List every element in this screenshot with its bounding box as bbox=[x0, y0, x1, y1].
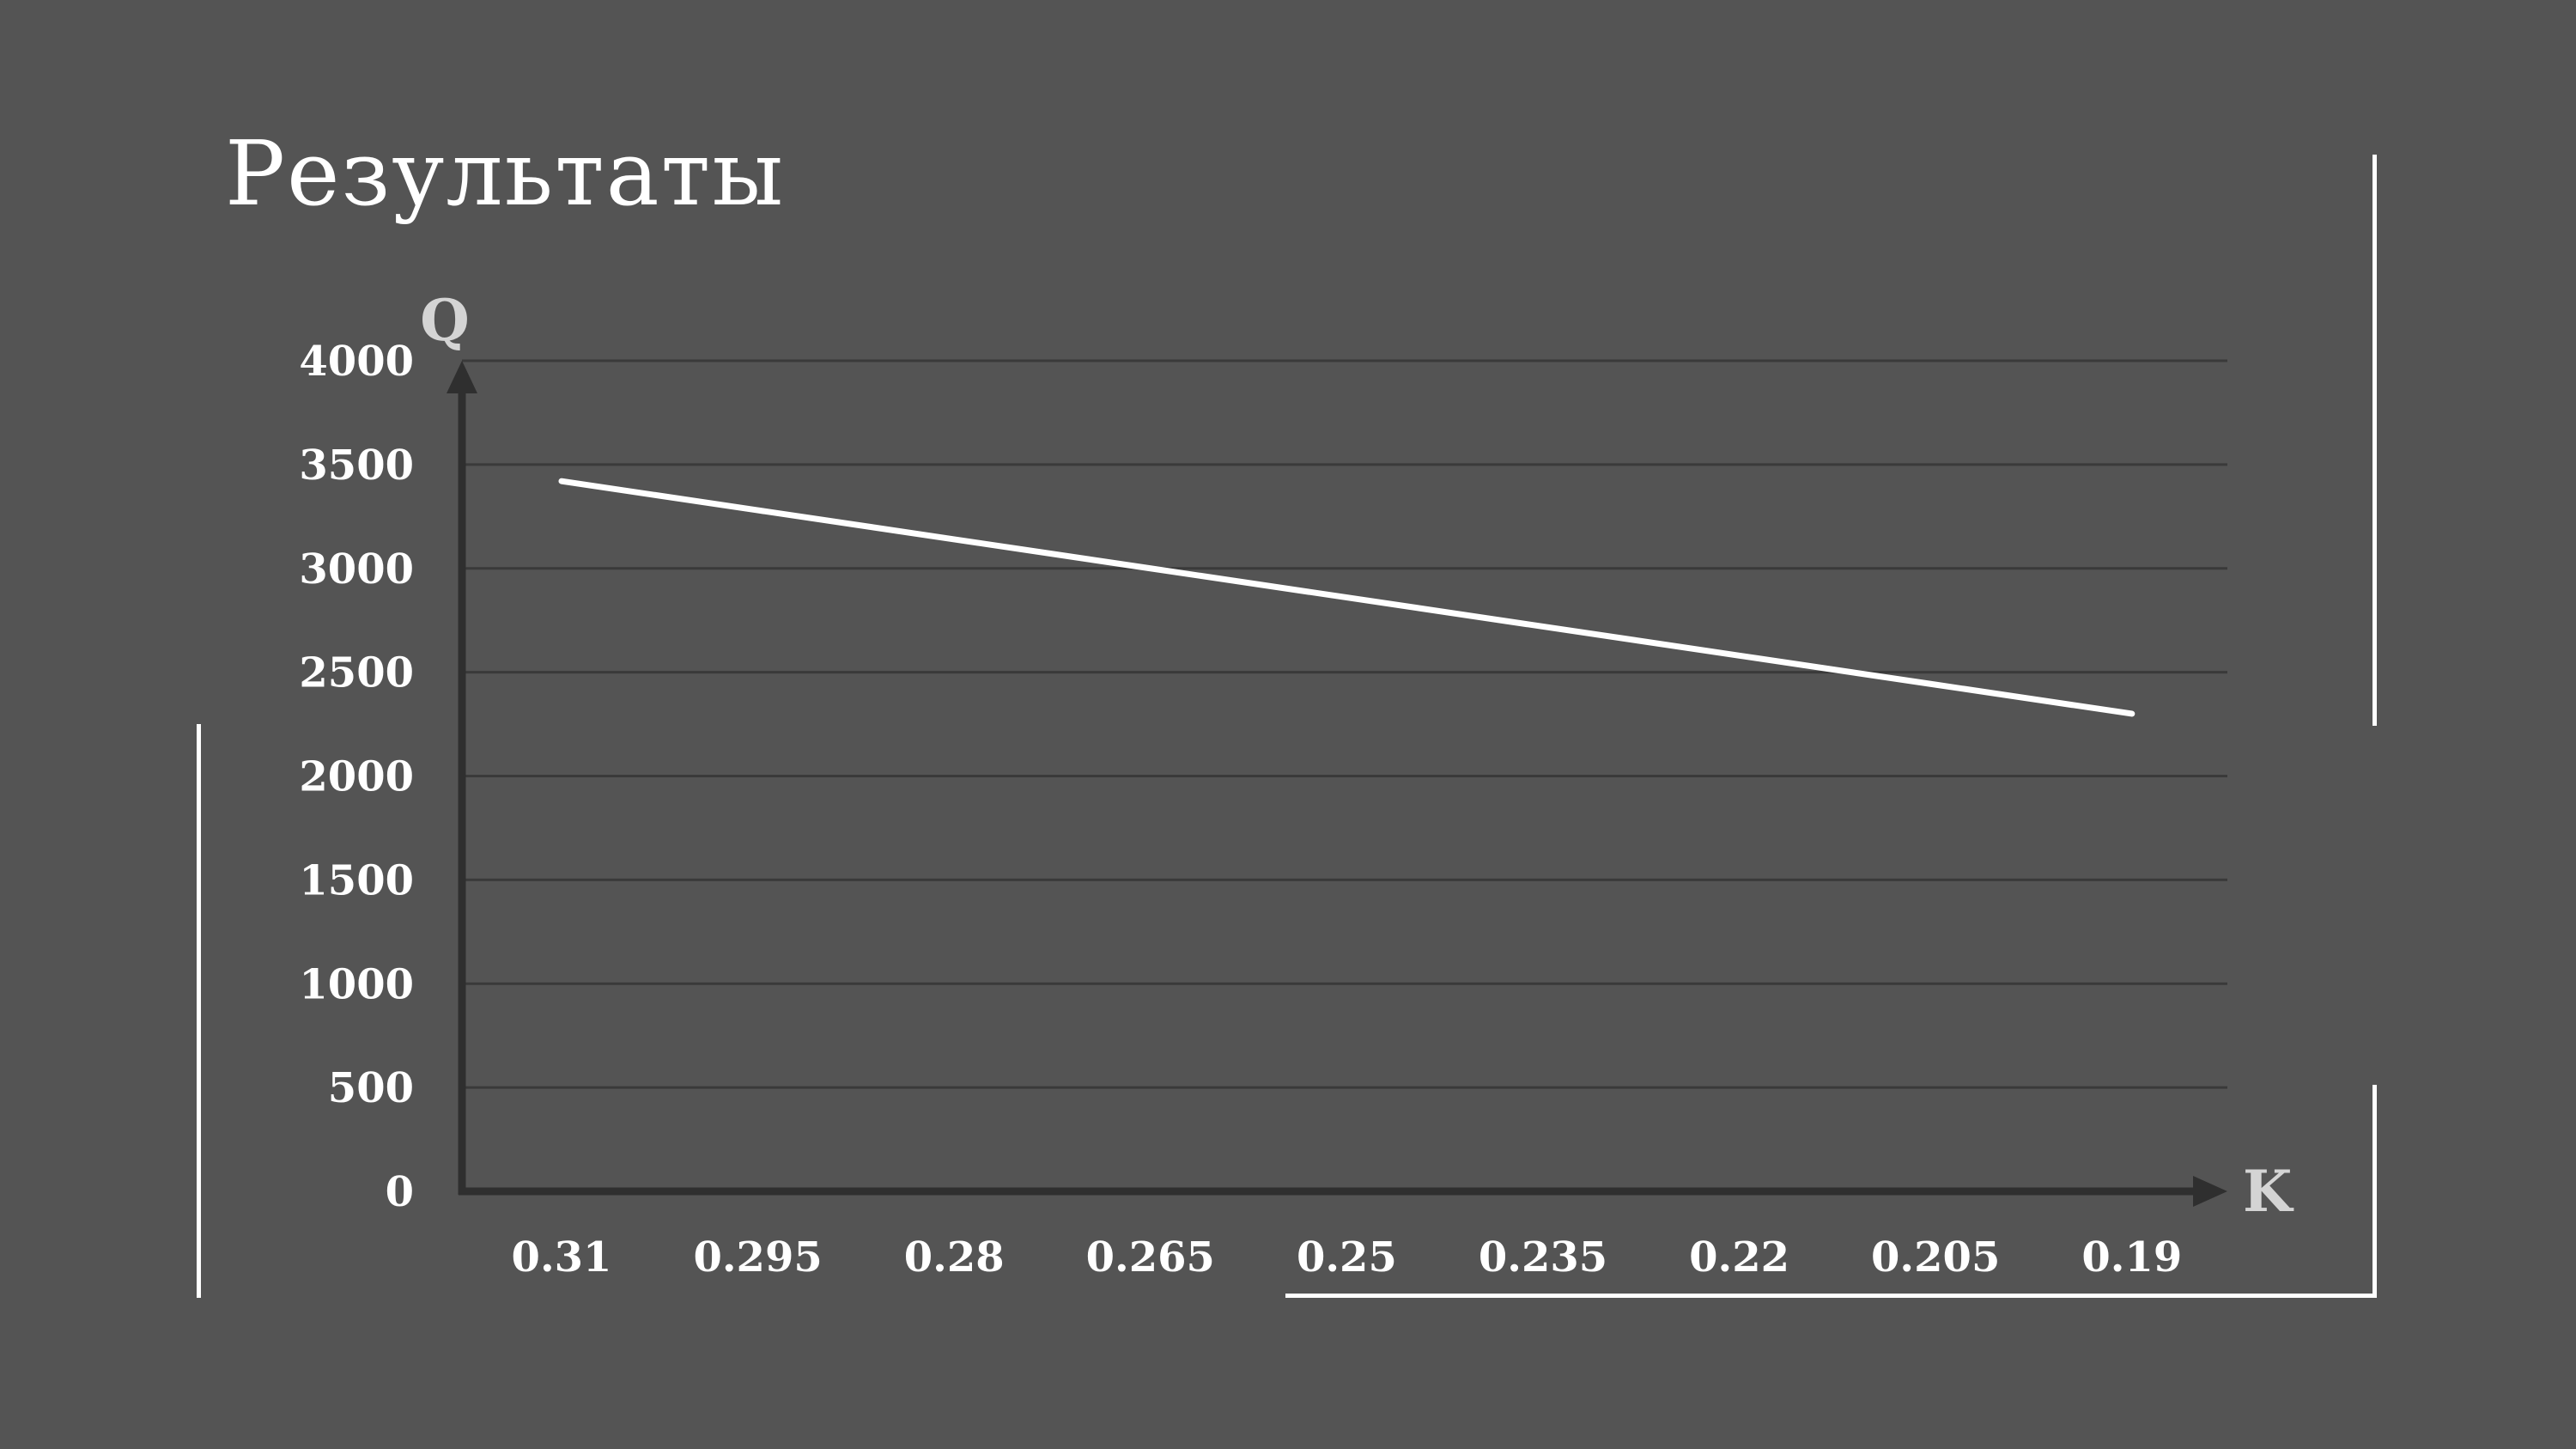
y-tick-label: 500 bbox=[328, 1064, 414, 1112]
x-tick-label: 0.22 bbox=[1689, 1233, 1789, 1282]
x-tick-labels: 0.31 0.295 0.28 0.265 0.25 0.235 0.22 0.205 0.19 bbox=[512, 1233, 2183, 1282]
decorative-frame-line-bottom-right-vertical bbox=[2372, 1085, 2377, 1298]
y-axis-arrowhead bbox=[447, 361, 477, 393]
x-tick-label: 0.31 bbox=[512, 1233, 612, 1282]
decorative-frame-line-left bbox=[197, 724, 201, 1298]
decorative-frame-line-bottom-right-horizontal bbox=[1285, 1294, 2377, 1298]
x-tick-label: 0.235 bbox=[1479, 1233, 1607, 1282]
series bbox=[558, 478, 2136, 717]
x-tick-label: 0.295 bbox=[693, 1233, 822, 1282]
y-tick-label: 3000 bbox=[299, 545, 414, 594]
y-tick-label: 1000 bbox=[299, 960, 414, 1008]
gridlines bbox=[462, 359, 2227, 1089]
x-tick-label: 0.25 bbox=[1297, 1233, 1397, 1282]
y-tick-label: 4000 bbox=[299, 338, 414, 386]
y-axis-label: Q bbox=[420, 287, 470, 354]
y-tick-label: 2000 bbox=[299, 753, 414, 801]
x-tick-label: 0.265 bbox=[1086, 1233, 1215, 1282]
slide-title: Результаты bbox=[225, 121, 785, 226]
x-tick-label: 0.205 bbox=[1871, 1233, 2000, 1282]
y-tick-label: 2500 bbox=[299, 649, 414, 697]
y-tick-label: 3500 bbox=[299, 441, 414, 490]
y-tick-label: 0 bbox=[386, 1168, 414, 1216]
x-tick-label: 0.19 bbox=[2081, 1233, 2182, 1282]
y-tick-labels: 0 500 1000 1500 2000 2500 3000 3500 4000 bbox=[299, 338, 414, 1216]
y-tick-label: 1500 bbox=[299, 856, 414, 904]
x-axis-arrowhead bbox=[2193, 1176, 2227, 1207]
x-axis-label: K bbox=[2243, 1158, 2294, 1225]
decorative-frame-line-top-right bbox=[2372, 155, 2377, 726]
axes bbox=[447, 361, 2227, 1207]
x-tick-label: 0.28 bbox=[904, 1233, 1005, 1282]
